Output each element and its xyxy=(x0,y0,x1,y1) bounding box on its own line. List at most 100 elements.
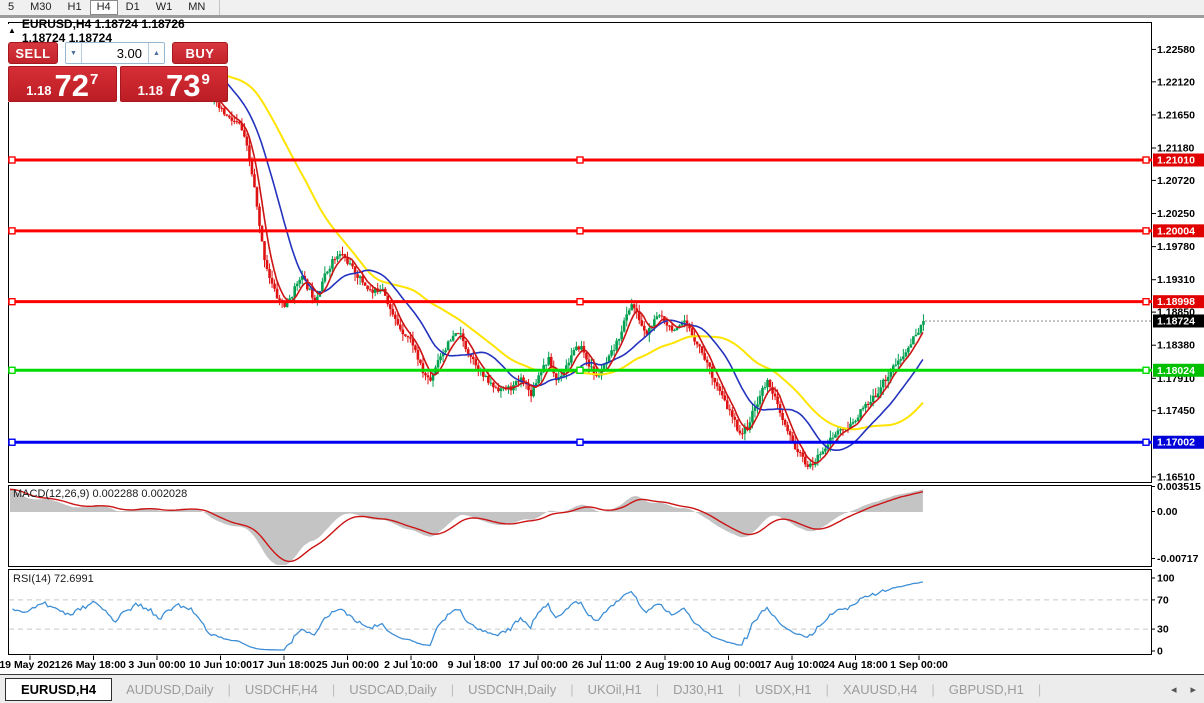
candle-body xyxy=(725,400,729,410)
rsi-line xyxy=(12,581,924,651)
candle-body xyxy=(313,297,317,303)
level-handle[interactable] xyxy=(8,438,16,446)
candle-body xyxy=(811,463,815,466)
candle-body xyxy=(630,304,634,311)
candle-body xyxy=(836,430,840,435)
timeframe-button-h4[interactable]: H4 xyxy=(89,0,118,15)
candle-body xyxy=(698,344,701,347)
tab-scroll-left-icon[interactable]: ◂ xyxy=(1170,683,1177,696)
candle-body xyxy=(532,386,535,397)
timeframe-button-m30[interactable]: M30 xyxy=(30,1,52,13)
tab-dj30-h1[interactable]: DJ30,H1 xyxy=(673,681,724,697)
candle-body xyxy=(469,354,473,357)
sell-button[interactable]: SELL xyxy=(8,42,58,64)
candle-body xyxy=(585,352,588,360)
level-handle[interactable] xyxy=(576,366,584,374)
candle-body xyxy=(293,286,296,297)
candle-body xyxy=(348,263,352,265)
level-handle[interactable] xyxy=(1142,227,1150,235)
level-handle[interactable] xyxy=(1142,438,1150,446)
sell-price-display[interactable]: 1.18 72 7 xyxy=(8,66,117,102)
candle-body xyxy=(577,346,581,350)
candle-body xyxy=(695,341,699,345)
time-axis-label: 26 May 18:00 xyxy=(61,659,126,671)
time-axis-label: 3 Jun 00:00 xyxy=(128,659,185,671)
candle-body xyxy=(869,401,872,405)
tab-xauusd-h4[interactable]: XAUUSD,H4 xyxy=(842,681,918,697)
collapse-panel-icon[interactable]: ▲ xyxy=(8,26,16,35)
timeframe-button-d1[interactable]: D1 xyxy=(125,1,140,13)
candle-body xyxy=(871,395,875,402)
candle-body xyxy=(260,225,264,242)
tab-usdcnh-daily[interactable]: USDCNH,Daily xyxy=(468,681,557,697)
candle-body xyxy=(658,315,661,317)
timeframe-button-mn[interactable]: MN xyxy=(188,1,206,13)
macd-layer xyxy=(9,488,924,565)
level-handle[interactable] xyxy=(576,438,584,446)
candle-body xyxy=(471,356,475,360)
candle-body xyxy=(854,420,857,422)
tab-ukoil-h1[interactable]: UKOil,H1 xyxy=(587,681,642,697)
candle-body xyxy=(821,451,825,455)
sell-price-big: 72 xyxy=(54,68,89,103)
tab-usdcad-daily[interactable]: USDCAD,Daily xyxy=(349,681,437,697)
candle-body xyxy=(648,327,651,335)
price-axis-label: 1.17450 xyxy=(1157,405,1195,417)
level-handle[interactable] xyxy=(576,156,584,164)
tab-usdchf-h4[interactable]: USDCHF,H4 xyxy=(244,681,318,697)
buy-price-small: 1.18 xyxy=(137,83,163,98)
candle-body xyxy=(826,444,830,449)
level-handle[interactable] xyxy=(8,156,16,164)
tab-usdx-h1[interactable]: USDX,H1 xyxy=(755,681,812,697)
chart-ohlc-readout: ▲ EURUSD,H4 1.18724 1.18726 1.18724 1.18… xyxy=(8,17,228,45)
candle-body xyxy=(449,340,452,342)
level-handle[interactable] xyxy=(8,366,16,374)
candle-body xyxy=(909,344,913,348)
level-handle[interactable] xyxy=(576,227,584,235)
candle-body xyxy=(791,435,794,443)
candle-body xyxy=(336,256,339,260)
level-handle[interactable] xyxy=(8,227,16,235)
tab-gbpusd-h1[interactable]: GBPUSD,H1 xyxy=(948,681,1024,697)
candle-body xyxy=(683,320,686,323)
candle-body xyxy=(922,320,925,325)
candle-body xyxy=(358,276,362,278)
level-handle[interactable] xyxy=(1142,366,1150,374)
buy-button[interactable]: BUY xyxy=(172,42,228,64)
tab-eurusd-h4[interactable]: EURUSD,H4 xyxy=(5,677,113,701)
time-axis-label: 2 Aug 19:00 xyxy=(636,659,695,671)
candle-body xyxy=(326,271,329,274)
tab-divider: | xyxy=(931,681,935,697)
candle-body xyxy=(653,319,656,327)
timeframe-button-5[interactable]: 5 xyxy=(8,1,15,13)
candle-body xyxy=(393,314,397,319)
candle-body xyxy=(351,263,354,267)
buy-price-display[interactable]: 1.18 73 9 xyxy=(119,66,228,102)
macd-axis-label: 0.003515 xyxy=(1157,481,1201,493)
candle-body xyxy=(733,416,737,420)
volume-increase-icon[interactable]: ▲ xyxy=(148,43,164,63)
level-handle[interactable] xyxy=(576,297,584,306)
tab-audusd-daily[interactable]: AUDUSD,Daily xyxy=(126,681,214,697)
candle-body xyxy=(859,409,862,418)
candle-body xyxy=(288,298,291,301)
timeframe-button-w1[interactable]: W1 xyxy=(155,1,173,13)
volume-decrease-icon[interactable]: ▼ xyxy=(66,43,82,63)
candle-body xyxy=(693,335,696,342)
tab-scroll-right-icon[interactable]: ▸ xyxy=(1190,683,1196,696)
candle-body xyxy=(889,371,893,377)
level-handle[interactable] xyxy=(1142,297,1150,306)
candle-body xyxy=(607,355,611,363)
level-handle[interactable] xyxy=(1142,156,1150,164)
timeframe-button-h1[interactable]: H1 xyxy=(67,1,82,13)
volume-input[interactable] xyxy=(82,43,148,63)
candle-body xyxy=(642,325,646,331)
candle-body xyxy=(622,320,626,332)
candle-body xyxy=(673,329,676,331)
candle-body xyxy=(406,335,410,338)
price-axis-label: 1.22580 xyxy=(1157,44,1195,56)
candle-body xyxy=(565,365,568,372)
candle-body xyxy=(321,281,324,292)
level-handle[interactable] xyxy=(8,297,16,306)
